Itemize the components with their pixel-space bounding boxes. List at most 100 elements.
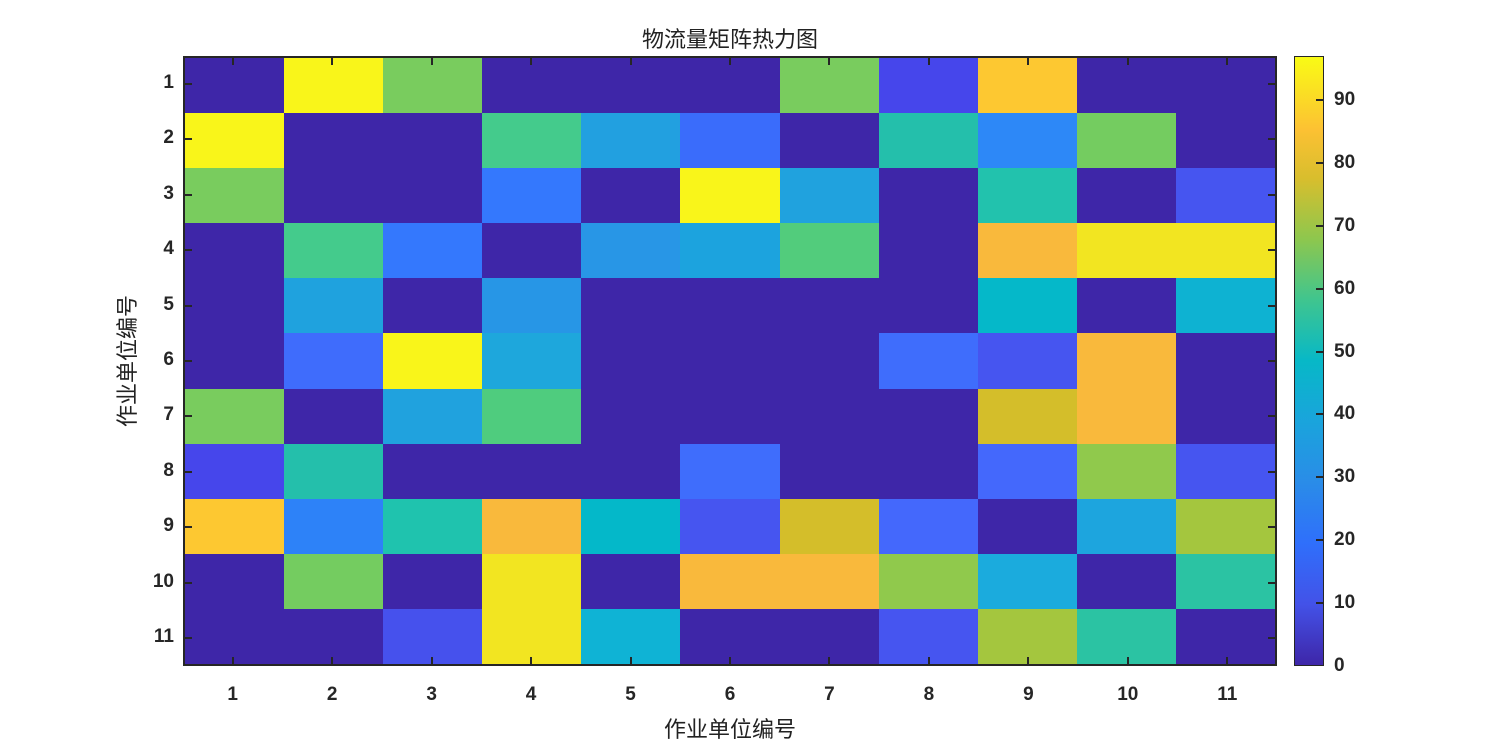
heatmap-cell (1175, 168, 1275, 224)
heatmap-cell (383, 168, 483, 224)
heatmap-cell (779, 113, 879, 169)
x-tick-label: 9 (1023, 684, 1034, 705)
heatmap-cell (284, 168, 384, 224)
x-tick-top (331, 58, 334, 65)
y-tick-right (1268, 82, 1275, 85)
heatmap-cell (1076, 443, 1176, 499)
heatmap-cell (1076, 58, 1176, 114)
y-tick-label: 6 (163, 349, 174, 370)
y-tick-right (1268, 360, 1275, 362)
y-axis-title: 作业单位编号 (116, 294, 141, 428)
heatmap-cell (977, 553, 1077, 609)
colorbar-tick (1316, 413, 1324, 416)
heatmap-cell (878, 113, 978, 169)
heatmap-cell (581, 608, 681, 664)
heatmap-cell (185, 58, 285, 114)
heatmap-cell (383, 498, 483, 554)
y-tick-left (185, 415, 192, 418)
heatmap-cell (284, 113, 384, 169)
heatmap-cell (1076, 223, 1176, 279)
heatmap-cell (779, 333, 879, 389)
heatmap-cell (779, 168, 879, 224)
x-tick-label: 8 (923, 684, 935, 705)
colorbar-tick-label: 60 (1334, 277, 1356, 299)
heatmap-cell (977, 498, 1077, 554)
heatmap-cell (482, 223, 582, 279)
x-tick-top (1027, 58, 1030, 65)
heatmap-cell (581, 58, 681, 114)
heatmap-cell (185, 223, 285, 279)
heatmap-cell (878, 333, 978, 389)
y-tick-label: 3 (163, 182, 174, 204)
heatmap-cell (482, 113, 582, 169)
x-tick-top (1126, 58, 1129, 65)
heatmap-cell (185, 113, 285, 169)
y-tick-label: 1 (163, 71, 174, 93)
heatmap-cell (1076, 113, 1176, 169)
x-tick-label: 4 (525, 684, 537, 705)
y-tick-label: 10 (152, 570, 174, 592)
heatmap-cell (1175, 333, 1275, 389)
y-tick-left (185, 82, 192, 85)
heatmap-cell (1076, 553, 1176, 609)
heatmap-grid (185, 58, 1275, 664)
heatmap-cell (779, 278, 879, 334)
heatmap-cell (185, 443, 285, 499)
heatmap-cell (779, 388, 879, 444)
y-tick-label: 5 (163, 293, 174, 315)
heatmap-cell (482, 388, 582, 444)
x-tick-label: 6 (724, 684, 736, 705)
heatmap-cell (482, 333, 582, 389)
heatmap-cell (383, 553, 483, 609)
heatmap-cell (878, 278, 978, 334)
colorbar-tick-label: 80 (1334, 151, 1356, 173)
heatmap-cell (185, 168, 285, 224)
heatmap-cell (680, 223, 780, 279)
colorbar-tick (1316, 287, 1324, 290)
x-axis-title: 作业单位编号 (663, 718, 796, 743)
chart-title: 物流量矩阵热力图 (641, 28, 818, 53)
x-tick-bottom (331, 657, 334, 664)
y-tick-right (1268, 415, 1275, 418)
heatmap-cell (1175, 58, 1275, 114)
heatmap-plot-area (183, 56, 1277, 666)
heatmap-cell (977, 278, 1077, 334)
y-tick-left (185, 360, 192, 362)
heatmap-cell (185, 333, 285, 389)
y-tick-left (185, 249, 192, 252)
heatmap-cell (482, 498, 582, 554)
colorbar (1294, 56, 1324, 666)
x-tick-label: 2 (326, 684, 338, 705)
heatmap-cell (1175, 113, 1275, 169)
x-tick-top (1226, 58, 1229, 65)
heatmap-cell (977, 113, 1077, 169)
heatmap-cell (185, 278, 285, 334)
x-tick-top (530, 58, 533, 65)
heatmap-cell (581, 223, 681, 279)
x-tick-bottom (430, 657, 433, 664)
colorbar-tick-label: 30 (1334, 466, 1356, 488)
colorbar-tick (1316, 161, 1324, 164)
x-tick-label: 3 (426, 684, 437, 705)
y-tick-left (185, 526, 192, 529)
heatmap-cell (977, 168, 1077, 224)
heatmap-cell (779, 58, 879, 114)
heatmap-cell (680, 443, 780, 499)
y-tick-right (1268, 249, 1275, 252)
x-tick-label: 10 (1117, 684, 1139, 705)
heatmap-cell (878, 608, 978, 664)
heatmap-cell (482, 168, 582, 224)
heatmap-cell (581, 333, 681, 389)
heatmap-cell (284, 553, 384, 609)
heatmap-cell (680, 58, 780, 114)
heatmap-cell (383, 333, 483, 389)
colorbar-tick-label: 40 (1334, 403, 1356, 425)
y-tick-right (1268, 470, 1275, 473)
y-tick-label: 4 (163, 238, 174, 260)
y-tick-left (185, 581, 192, 584)
colorbar-tick-label: 90 (1334, 89, 1356, 111)
heatmap-cell (581, 553, 681, 609)
x-tick-bottom (1126, 657, 1129, 664)
y-tick-right (1268, 193, 1275, 196)
x-tick-bottom (828, 657, 831, 664)
